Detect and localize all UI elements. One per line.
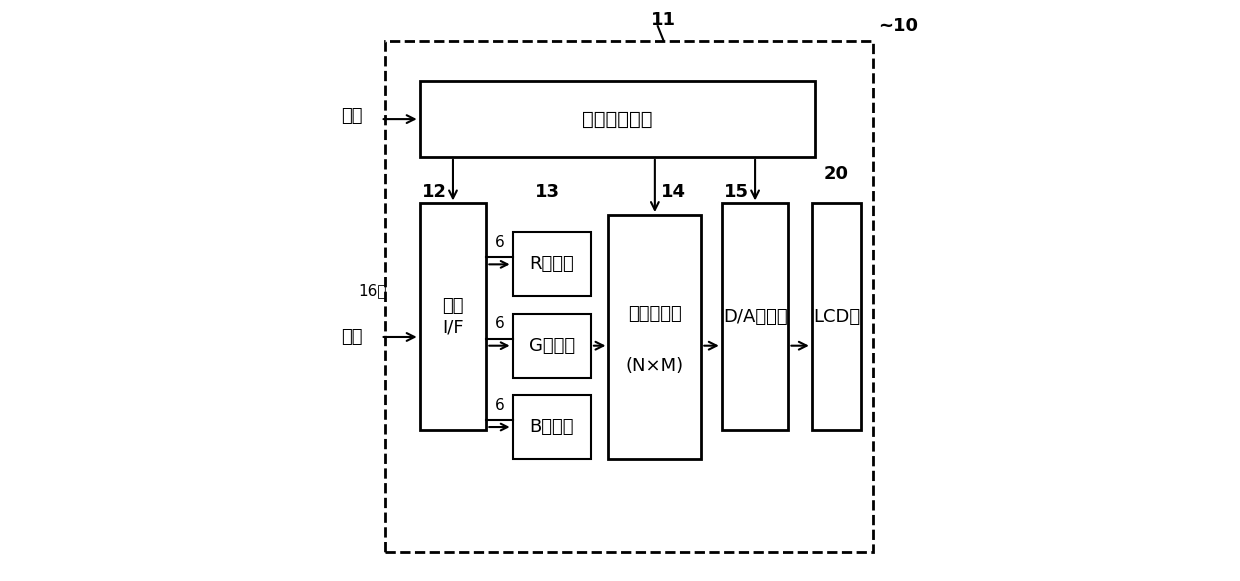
FancyBboxPatch shape bbox=[812, 203, 861, 430]
FancyBboxPatch shape bbox=[722, 203, 789, 430]
Text: G缓冲器: G缓冲器 bbox=[528, 337, 575, 354]
FancyBboxPatch shape bbox=[512, 395, 591, 459]
Text: 6: 6 bbox=[495, 397, 505, 413]
Text: 15: 15 bbox=[724, 183, 749, 200]
Text: (N×M): (N×M) bbox=[626, 357, 684, 375]
Text: R缓冲器: R缓冲器 bbox=[529, 256, 574, 273]
Text: LCD屏: LCD屏 bbox=[813, 308, 861, 325]
Text: 14: 14 bbox=[661, 183, 686, 200]
Text: 数据: 数据 bbox=[341, 328, 362, 346]
Text: 20: 20 bbox=[823, 166, 849, 183]
Text: 6: 6 bbox=[495, 235, 505, 250]
Text: 11: 11 bbox=[651, 11, 676, 29]
Text: 图形缓冲器: 图形缓冲器 bbox=[627, 305, 682, 322]
FancyBboxPatch shape bbox=[512, 314, 591, 378]
Text: 时钒: 时钒 bbox=[341, 107, 362, 125]
Text: 输入
I/F: 输入 I/F bbox=[443, 297, 464, 336]
Text: B缓冲器: B缓冲器 bbox=[529, 418, 574, 436]
Text: D/A转换器: D/A转换器 bbox=[723, 308, 787, 325]
Text: 13: 13 bbox=[534, 183, 560, 200]
Text: 6: 6 bbox=[495, 316, 505, 331]
Text: 16位: 16位 bbox=[358, 283, 387, 298]
FancyBboxPatch shape bbox=[512, 232, 591, 296]
Text: ~10: ~10 bbox=[879, 17, 919, 35]
FancyBboxPatch shape bbox=[419, 203, 486, 430]
Text: 时钒控制单元: 时钒控制单元 bbox=[582, 110, 652, 128]
Text: 12: 12 bbox=[422, 183, 448, 200]
FancyBboxPatch shape bbox=[609, 215, 702, 459]
FancyBboxPatch shape bbox=[419, 81, 815, 157]
